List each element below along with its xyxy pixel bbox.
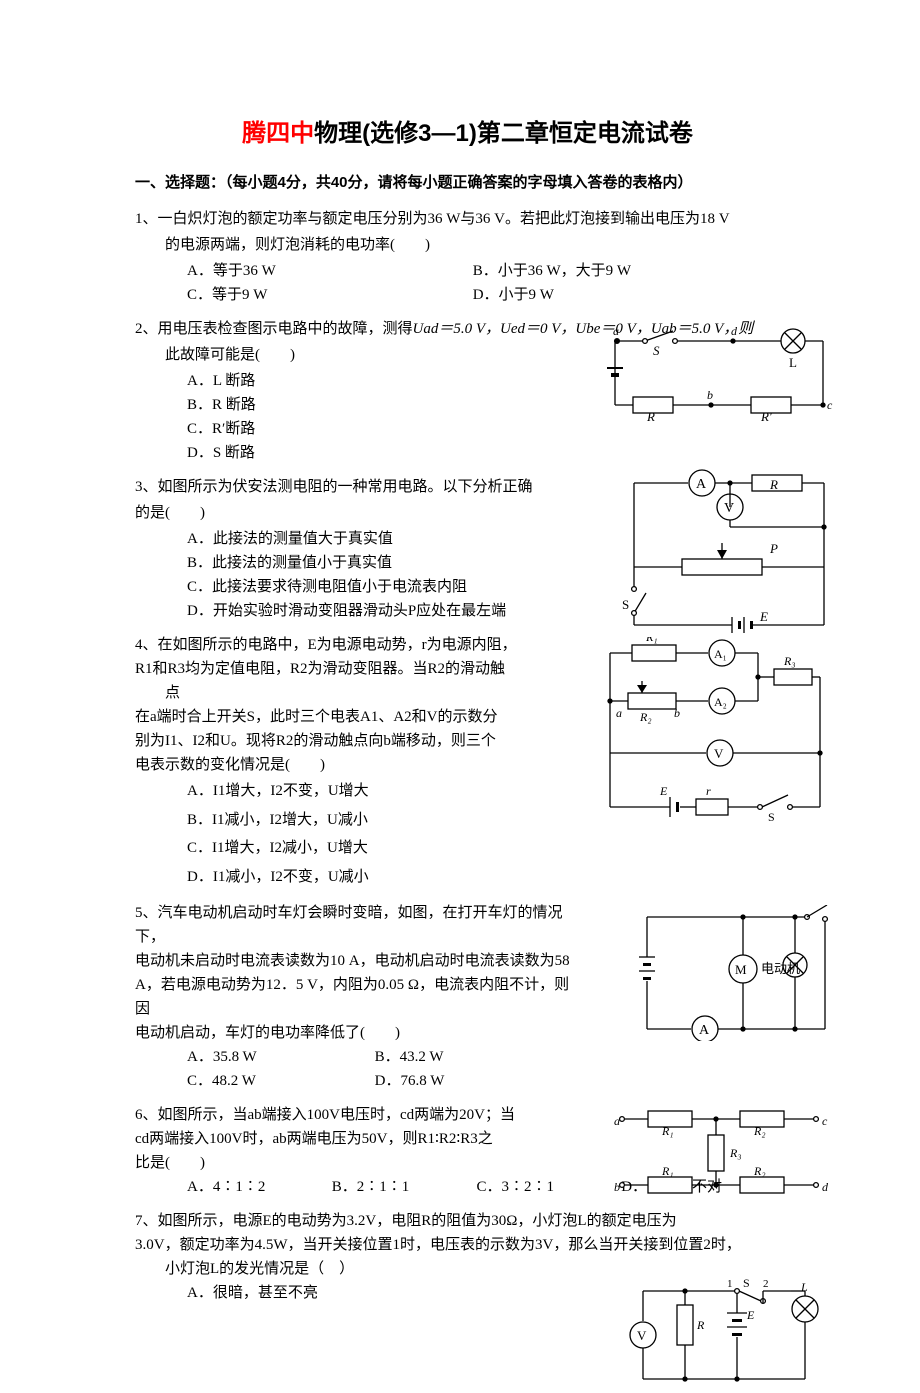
svg-text:L: L	[800, 1280, 808, 1294]
svg-text:a: a	[616, 706, 622, 720]
svg-text:a: a	[613, 324, 619, 338]
q1-opt-c: C．等于9 W	[187, 283, 469, 307]
svg-text:b: b	[674, 706, 680, 720]
q1-opt-a: A．等于36 W	[187, 259, 469, 283]
q5-line2: 电动机未启动时电流表读数为10 A，电动机启动时电流表读数为58	[135, 949, 570, 973]
page-title: 腾四中物理(选修3—1)第二章恒定电流试卷	[135, 115, 800, 153]
svg-text:A: A	[699, 1023, 710, 1038]
svg-text:r: r	[706, 784, 711, 798]
q3-stem-a: 3、如图所示为伏安法测电阻的一种常用电路。以下分析正确	[135, 475, 570, 499]
q7-line2: 3.0V，额定功率为4.5W，当开关接位置1时，电压表的示数为3V，那么当开关接…	[135, 1233, 800, 1257]
q5-opt-d: D．76.8 W	[375, 1069, 559, 1093]
svg-text:R: R	[646, 409, 655, 424]
svg-text:S: S	[653, 343, 660, 358]
svg-text:A₂: A₂	[714, 695, 727, 709]
q3-circuit-icon: A R V P	[622, 467, 838, 635]
question-4: R₁ A₁ R₃ a R₂ b	[135, 633, 800, 891]
q6-line2: cd两端接入100V时，ab两端电压为50V，则R1∶R2∶R3之	[135, 1127, 570, 1151]
q5-circuit-icon: A M 电动机	[635, 905, 835, 1041]
svg-text:c: c	[822, 1114, 828, 1128]
q1-opt-b: B．小于36 W，大于9 W	[473, 259, 755, 283]
q2-stem-a: 2、用电压表检查图示电路中的故障，测得	[135, 321, 413, 337]
svg-text:R₂: R₂	[753, 1124, 766, 1138]
q4-circuit-icon: R₁ A₁ R₃ a R₂ b	[598, 637, 830, 821]
q4-line3: 在a端时合上开关S，此时三个电表A1、A2和V的示数分	[135, 705, 570, 729]
svg-text:d: d	[731, 324, 738, 338]
q1-opt-d: D．小于9 W	[473, 283, 755, 307]
svg-text:R₂: R₂	[639, 710, 652, 724]
svg-text:V: V	[637, 1328, 647, 1343]
svg-text:S: S	[622, 597, 629, 612]
q5-opt-a: A．35.8 W	[187, 1045, 371, 1069]
svg-text:V: V	[714, 746, 724, 761]
svg-text:R: R	[769, 477, 778, 492]
question-7: S 1 2 L V	[135, 1209, 800, 1305]
q5-line1: 5、汽车电动机启动时车灯会瞬时变暗，如图，在打开车灯的情况下，	[135, 901, 570, 949]
q1-stem-a: 1、一白炽灯泡的额定功率与额定电压分别为36 W与36 V。若把此灯泡接到输出电…	[135, 207, 800, 231]
question-1: 1、一白炽灯泡的额定功率与额定电压分别为36 W与36 V。若把此灯泡接到输出电…	[135, 207, 800, 307]
svg-text:R₁: R₁	[661, 1124, 674, 1138]
title-red: 腾四中	[242, 120, 314, 147]
svg-text:E: E	[759, 609, 768, 624]
question-6: a R₁ R₂ c R₃ b	[135, 1103, 800, 1199]
svg-text:R′: R′	[760, 409, 772, 424]
svg-text:R: R	[696, 1318, 705, 1332]
svg-text:R₁: R₁	[661, 1164, 674, 1178]
question-3: A R V P	[135, 475, 800, 623]
svg-text:R₂: R₂	[753, 1164, 766, 1178]
svg-text:L: L	[789, 355, 797, 370]
question-2: S L a d R	[135, 317, 800, 465]
q4-opt-d: D．I1减小，I2不变，U减小	[187, 863, 800, 892]
svg-text:R₁: R₁	[645, 637, 658, 644]
svg-text:S: S	[768, 810, 775, 821]
svg-text:E: E	[659, 784, 668, 798]
svg-text:2: 2	[763, 1278, 769, 1290]
svg-text:A: A	[696, 477, 707, 492]
svg-text:P: P	[769, 541, 778, 556]
svg-text:S: S	[743, 1277, 750, 1290]
section-heading: 一、选择题：（每小题4分，共40分，请将每小题正确答案的字母填入答卷的表格内）	[135, 171, 800, 195]
q6-opt-a: A．4∶1∶2	[187, 1175, 328, 1199]
svg-text:M: M	[735, 962, 747, 977]
q6-opt-b: B．2∶1∶1	[332, 1175, 473, 1199]
q1-stem-b: 的电源两端，则灯泡消耗的电功率( )	[135, 233, 800, 257]
q4-line1: 4、在如图所示的电路中，E为电源电动势，r为电源内阻，	[135, 633, 570, 657]
q6-opt-c: C．3∶2∶1	[476, 1175, 617, 1199]
svg-text:R₃: R₃	[783, 654, 796, 668]
svg-text:b: b	[614, 1180, 620, 1194]
q2-opt-d: D．S 断路	[187, 441, 800, 465]
svg-text:d: d	[822, 1180, 829, 1194]
title-black: 物理(选修3—1)第二章恒定电流试卷	[314, 120, 693, 147]
q4-line4: 别为I1、I2和U。现将R2的滑动触点向b端移动，则三个	[135, 729, 570, 753]
svg-text:V: V	[724, 501, 734, 516]
q6-circuit-icon: a R₁ R₂ c R₃ b	[610, 1103, 830, 1199]
svg-text:c: c	[827, 398, 833, 412]
question-5: A M 电动机 5、汽车电动机启动时车灯会瞬时变暗，如	[135, 901, 800, 1093]
q7-line1: 7、如图所示，电源E的电动势为3.2V，电阻R的阻值为30Ω，小灯泡L的额定电压…	[135, 1209, 800, 1233]
q4-opt-c: C．I1增大，I2减小，U增大	[187, 834, 800, 863]
q5-opt-b: B．43.2 W	[375, 1045, 559, 1069]
q5-line3: A，若电源电动势为12．5 V，内阻为0.05 Ω，电流表内阻不计，则因	[135, 973, 570, 1021]
q2-circuit-icon: S L a d R	[603, 321, 835, 425]
svg-text:A₁: A₁	[714, 647, 727, 661]
q7-circuit-icon: S 1 2 L V	[629, 1277, 835, 1393]
q6-line1: 6、如图所示，当ab端接入100V电压时，cd两端为20V；当	[135, 1103, 570, 1127]
svg-text:b: b	[707, 388, 713, 402]
svg-text:a: a	[614, 1114, 620, 1128]
q4-line2a: R1和R3均为定值电阻，R2为滑动变阻器。当R2的滑动触	[135, 657, 570, 681]
svg-text:1: 1	[727, 1278, 733, 1290]
q5-opt-c: C．48.2 W	[187, 1069, 371, 1093]
svg-text:E: E	[746, 1308, 755, 1322]
svg-text:R₃: R₃	[729, 1146, 742, 1160]
